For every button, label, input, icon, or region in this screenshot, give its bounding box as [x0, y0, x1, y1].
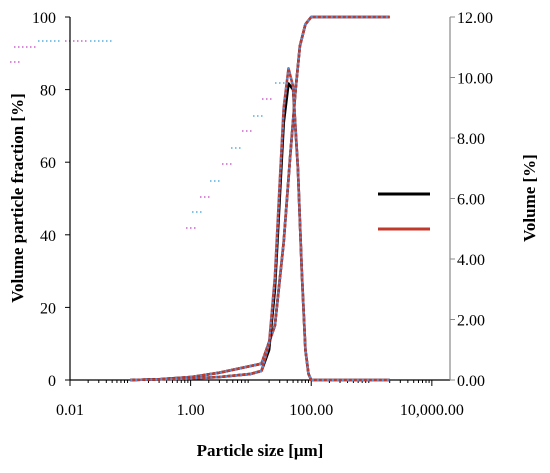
- series-line-cumulative-left: [130, 15, 390, 382]
- axes: 0 20 40 60 80 100 0.00 2.00 4.00 6.00 8.00 10.00 12.…: [32, 10, 493, 419]
- y-right-tick-label: 4.00: [457, 252, 485, 269]
- series-line-cumulative-left: [130, 15, 390, 382]
- legend: [378, 192, 430, 231]
- y-axis-title-right: Volume [%]: [520, 154, 539, 242]
- y-right-tick-label: 6.00: [457, 192, 485, 209]
- y-left-tick-label: 40: [40, 228, 56, 245]
- x-tick-label: 1.00: [177, 402, 205, 419]
- y-left-tick-label: 20: [40, 300, 56, 317]
- series-line-distribution-right: [130, 67, 390, 382]
- series-line-distribution-right: [130, 82, 390, 382]
- y-right-tick-label: 2.00: [457, 313, 485, 330]
- legend-text-fragments: [10, 40, 285, 229]
- y-right-tick-label: 12.00: [457, 10, 493, 27]
- y-right-tick-label: 10.00: [457, 71, 493, 88]
- y-left-tick-label: 80: [40, 83, 56, 100]
- y-right-tick-label: 0.00: [457, 373, 485, 390]
- x-tick-label: 10,000.00: [400, 402, 464, 419]
- x-axis-title: Particle size [μm]: [197, 441, 324, 460]
- series-layer: [130, 15, 390, 382]
- x-tick-label: 100.00: [289, 402, 333, 419]
- series-line-distribution-right: [130, 67, 390, 382]
- y-left-tick-label: 100: [32, 10, 56, 27]
- x-tick-label: 0.01: [56, 402, 84, 419]
- y-axis-title-left: Volume particle fraction [%]: [8, 93, 27, 302]
- y-left-tick-label: 60: [40, 155, 56, 172]
- series-line-cumulative-left: [130, 15, 390, 382]
- y-left-tick-label: 0: [48, 373, 56, 390]
- y-right-tick-label: 8.00: [457, 131, 485, 148]
